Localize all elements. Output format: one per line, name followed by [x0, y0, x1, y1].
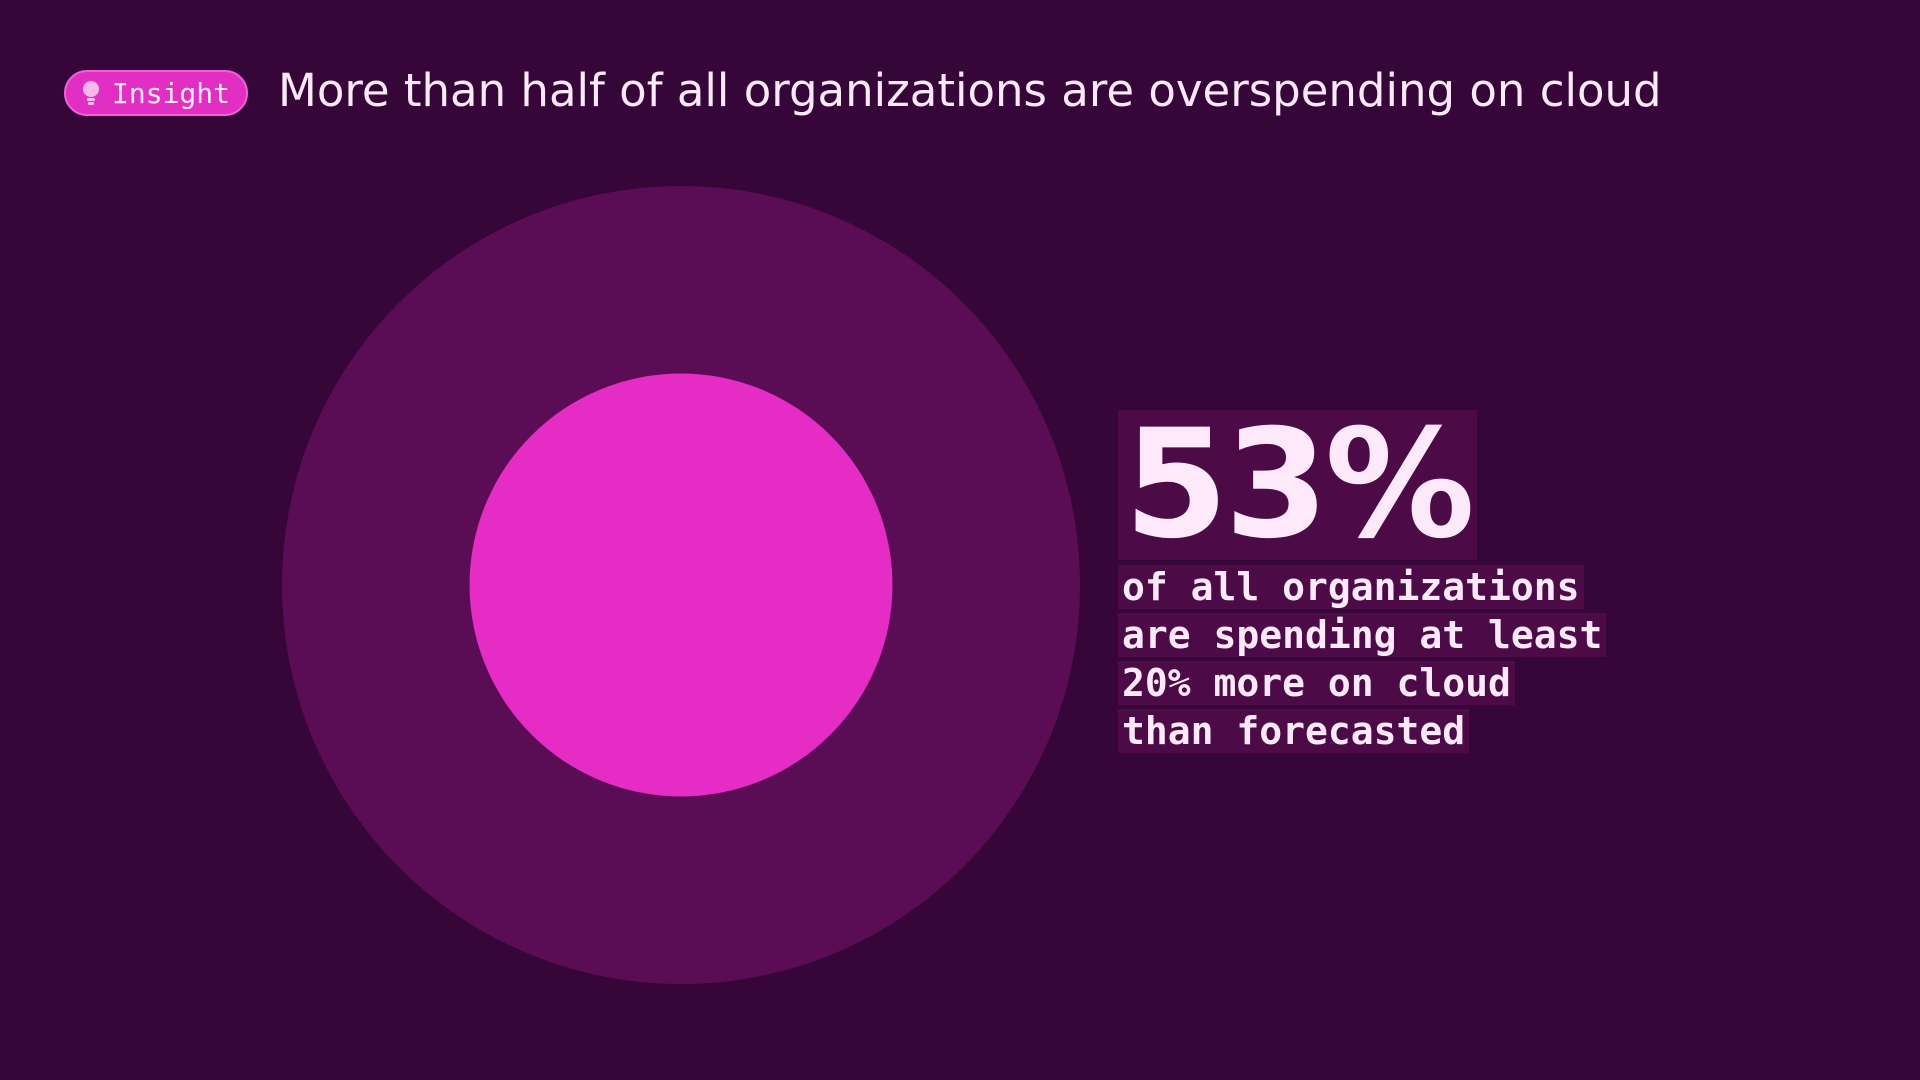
description-line: than forecasted — [1118, 709, 1470, 753]
description-line: of all organizations — [1118, 565, 1584, 609]
description-line: are spending at least — [1118, 613, 1607, 657]
badge: Insight — [64, 70, 249, 116]
bulb-icon — [83, 81, 99, 105]
description: of all organizations are spending at leas… — [1118, 563, 1607, 755]
badge-text: Insight — [112, 76, 231, 110]
description-row: than forecasted — [1118, 707, 1606, 755]
description-line: 20% more on cloud — [1118, 661, 1515, 705]
description-row: of all organizations — [1118, 563, 1606, 611]
description-row: 20% more on cloud — [1118, 659, 1606, 707]
description-row: are spending at least — [1118, 611, 1607, 659]
title: More than half of all organizations are … — [278, 64, 1662, 117]
inner-circle — [469, 373, 893, 797]
stat-value: 53% — [1118, 410, 1478, 560]
